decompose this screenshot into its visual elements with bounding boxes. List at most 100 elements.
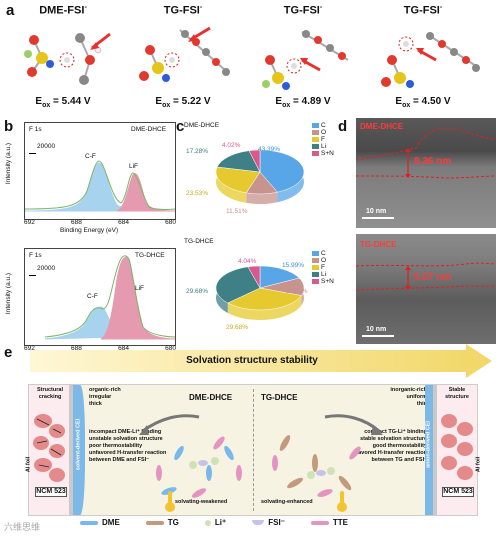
right-bottom-label: solvating-enhanced bbox=[261, 499, 313, 505]
tem-top-sample: DME-DHCE bbox=[360, 122, 404, 131]
left-cei-layer bbox=[73, 385, 85, 515]
right-al-foil bbox=[433, 385, 437, 515]
legend-li: Li⁺ bbox=[204, 518, 226, 527]
xps-top-scale: 20000 bbox=[37, 143, 56, 150]
right-points: compact TG-Li⁺ binding stable solvation s… bbox=[356, 429, 427, 463]
tem-bottom-thickness: 5.07 nm bbox=[414, 272, 452, 283]
legend-item: C bbox=[312, 250, 334, 257]
left-electrolyte-name: DME-DHCE bbox=[189, 393, 233, 402]
xtick: 680 bbox=[165, 219, 176, 226]
molecule-2-structure bbox=[139, 26, 230, 82]
xtick: 692 bbox=[24, 345, 35, 352]
pie-bottom-label-f: 29.68% bbox=[226, 324, 249, 331]
xps-plot-top: F 1s 20000 DME-DHCE C-F LiF bbox=[24, 122, 176, 220]
xtick: 688 bbox=[71, 219, 82, 226]
legend-item: O bbox=[312, 129, 334, 136]
pie-top-title: DME-DHCE bbox=[184, 122, 220, 129]
right-al-label: Al foil bbox=[475, 456, 482, 473]
left-desc: organic-rich irregular thick bbox=[89, 387, 121, 407]
left-al-foil bbox=[69, 385, 73, 515]
pie-slice-side bbox=[216, 167, 247, 203]
tem-image-bottom: TG-DHCE 5.07 nm 10 nm bbox=[356, 234, 496, 344]
panel-a-label: a bbox=[6, 2, 15, 19]
tem-top-scale: 10 nm bbox=[366, 208, 387, 215]
xtick: 692 bbox=[24, 219, 35, 226]
left-structure-label: Structural cracking bbox=[37, 387, 63, 400]
xps-top-xticks: 692 688 684 680 bbox=[24, 219, 176, 226]
tem-image-top: DME-DHCE 8.36 nm 10 nm bbox=[356, 118, 496, 228]
right-electrolyte-name: TG-DHCE bbox=[261, 393, 298, 402]
xps-bottom-xticks: 692 688 684 680 bbox=[24, 345, 176, 352]
xtick: 688 bbox=[71, 345, 82, 352]
pie-slice-side bbox=[246, 192, 278, 204]
pie-top-label-o: 11.51% bbox=[226, 208, 248, 215]
legend-item: Li bbox=[312, 271, 334, 278]
pie-bottom-label-sn: 4.04% bbox=[238, 258, 257, 265]
molecule-4-structure bbox=[381, 32, 480, 88]
pie-chart-bottom bbox=[215, 265, 305, 320]
xtick: 680 bbox=[165, 345, 176, 352]
legend-item: S+N bbox=[312, 150, 334, 157]
pie-bottom-title: TG-DHCE bbox=[184, 238, 214, 245]
molecule-3-title: TG-FSI- bbox=[283, 4, 323, 17]
pie-slice-sn bbox=[247, 265, 261, 289]
legend-item: C bbox=[312, 122, 334, 129]
watermark: 六维思维 bbox=[4, 522, 41, 532]
pie-top-label-f: 23.53% bbox=[186, 190, 209, 197]
legend-item: F bbox=[312, 136, 334, 143]
tem-bottom-scale: 10 nm bbox=[366, 326, 387, 333]
stability-arrow-head bbox=[466, 344, 492, 378]
legend-fsi: FSI⁻ bbox=[252, 518, 285, 527]
xps-top-peak-lif: LiF bbox=[129, 163, 139, 170]
xps-bottom-peak-cf: C-F bbox=[87, 293, 98, 300]
pie-slice-c bbox=[259, 149, 305, 193]
left-bottom-label: solvating-weakened bbox=[175, 499, 228, 505]
thermometer-right-icon bbox=[337, 491, 347, 512]
molecule-4-title: TG-FSI- bbox=[403, 4, 443, 17]
xps-bottom-ylabel: Intensity (a.u.) bbox=[5, 272, 13, 315]
legend-dme: DME bbox=[80, 518, 120, 527]
panel-c-label: c bbox=[176, 118, 185, 135]
xtick: 684 bbox=[118, 345, 129, 352]
xps-top-scalebar bbox=[29, 153, 36, 154]
xps-top-ylabel: Intensity (a.u.) bbox=[5, 142, 13, 185]
pie-slice-side bbox=[227, 295, 302, 320]
legend-item: O bbox=[312, 257, 334, 264]
molecule-3-eox: Eox = 4.89 V bbox=[275, 96, 331, 109]
right-cei-layer bbox=[425, 385, 433, 515]
xps-plot-bottom: F 1s 20000 TG-DHCE C-F LiF bbox=[24, 248, 176, 346]
mechanism-diagram: Structural cracking NCM 523 Al foil solv… bbox=[26, 384, 482, 516]
pie-chart-top bbox=[215, 149, 305, 204]
pie-slice-li bbox=[215, 266, 261, 304]
pie-top-label-li: 17.28% bbox=[186, 148, 209, 155]
pie-slice-c bbox=[259, 265, 300, 289]
pie-top-label-c: 43.39% bbox=[258, 146, 281, 153]
molecule-legend: DME TG Li⁺ FSI⁻ TTE bbox=[80, 518, 500, 527]
xps-top-element: F 1s bbox=[29, 126, 42, 133]
xps-bottom-curves bbox=[44, 255, 175, 340]
thermometer-left-icon bbox=[165, 491, 175, 512]
xps-bottom-element: F 1s bbox=[29, 252, 42, 259]
xps-bottom-scalebar bbox=[29, 275, 36, 276]
xtick: 684 bbox=[118, 219, 129, 226]
xps-top-sample: DME-DHCE bbox=[131, 126, 167, 133]
legend-tg: TG bbox=[145, 518, 179, 527]
pie-top-label-sn: 4.02% bbox=[222, 142, 241, 149]
molecule-3-structure bbox=[262, 30, 349, 90]
right-desc: inorganic-rich uniform thin bbox=[390, 387, 427, 407]
molecule-4-eox: Eox = 4.50 V bbox=[395, 96, 451, 109]
xps-bottom-scale: 20000 bbox=[37, 265, 56, 272]
panel-d-label: d bbox=[338, 118, 348, 135]
right-electrode: Stable structure NCM 523 bbox=[437, 385, 477, 515]
right-cei-label: anion-derived CEI bbox=[425, 421, 432, 468]
pie-slice-li bbox=[216, 150, 261, 173]
legend-item: S+N bbox=[312, 278, 334, 285]
pie-bottom-label-o: 11.89% bbox=[286, 288, 308, 295]
panel-a: DME-FSI- Eox = 5.44 V TG-FSI- Eox = 5.22… bbox=[0, 0, 504, 118]
tem-top-boundaries bbox=[356, 127, 496, 219]
molecule-1-eox: Eox = 5.44 V bbox=[35, 96, 91, 109]
left-points: incompact DME-Li⁺ binding unstable solvat… bbox=[89, 429, 167, 463]
panel-e-label: e bbox=[4, 344, 13, 361]
legend-item: Li bbox=[312, 143, 334, 150]
molecule-1-title: DME-FSI- bbox=[39, 4, 87, 17]
